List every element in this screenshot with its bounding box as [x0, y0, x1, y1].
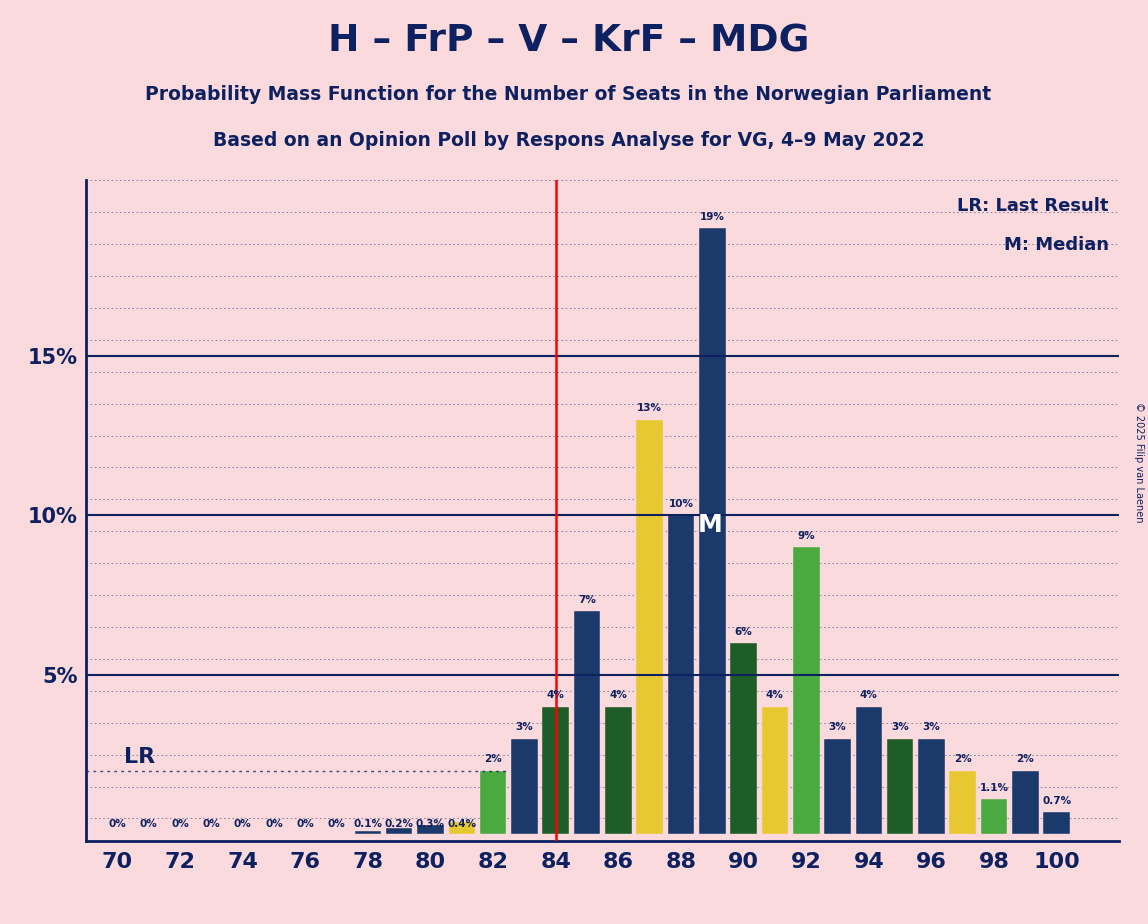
Text: 3%: 3% [923, 723, 940, 733]
Text: 0.7%: 0.7% [1042, 796, 1071, 806]
Text: Based on an Opinion Poll by Respons Analyse for VG, 4–9 May 2022: Based on an Opinion Poll by Respons Anal… [212, 131, 924, 151]
Bar [886, 738, 914, 834]
Text: 0.1%: 0.1% [354, 819, 382, 829]
Bar [543, 707, 569, 834]
Text: 0%: 0% [140, 819, 157, 829]
Bar [449, 821, 475, 834]
Bar [793, 547, 820, 834]
Bar [605, 707, 631, 834]
Text: Probability Mass Function for the Number of Seats in the Norwegian Parliament: Probability Mass Function for the Number… [145, 85, 992, 104]
Text: 4%: 4% [610, 690, 627, 700]
Text: 4%: 4% [546, 690, 565, 700]
Text: 7%: 7% [579, 595, 596, 604]
Bar [355, 832, 381, 834]
Text: M: M [698, 513, 723, 537]
Text: 2%: 2% [1016, 754, 1034, 764]
Text: 4%: 4% [860, 690, 878, 700]
Text: 2%: 2% [954, 754, 971, 764]
Bar [1044, 812, 1070, 834]
Text: 3%: 3% [891, 723, 909, 733]
Text: LR: LR [124, 748, 155, 768]
Text: H – FrP – V – KrF – MDG: H – FrP – V – KrF – MDG [327, 23, 809, 59]
Bar [1013, 771, 1039, 834]
Bar [511, 738, 537, 834]
Text: 0%: 0% [296, 819, 315, 829]
Bar [824, 738, 851, 834]
Bar [730, 643, 757, 834]
Text: 0%: 0% [265, 819, 282, 829]
Text: 3%: 3% [829, 723, 846, 733]
Text: 0.2%: 0.2% [385, 819, 413, 829]
Bar [668, 516, 695, 834]
Text: 4%: 4% [766, 690, 784, 700]
Bar [480, 771, 506, 834]
Text: 0%: 0% [109, 819, 126, 829]
Text: © 2025 Filip van Laenen: © 2025 Filip van Laenen [1134, 402, 1143, 522]
Text: 10%: 10% [668, 499, 693, 509]
Bar [636, 419, 662, 834]
Text: 2%: 2% [484, 754, 502, 764]
Bar [980, 799, 1007, 834]
Text: 0%: 0% [202, 819, 220, 829]
Text: 9%: 9% [798, 530, 815, 541]
Bar [855, 707, 882, 834]
Bar [386, 828, 412, 834]
Text: 6%: 6% [735, 626, 752, 637]
Text: LR: Last Result: LR: Last Result [957, 197, 1109, 214]
Text: 0%: 0% [327, 819, 346, 829]
Text: 0.4%: 0.4% [448, 819, 476, 829]
Text: 0%: 0% [171, 819, 189, 829]
Bar [574, 611, 600, 834]
Text: 0.3%: 0.3% [416, 819, 445, 829]
Text: 3%: 3% [515, 723, 534, 733]
Text: 0%: 0% [234, 819, 251, 829]
Bar [699, 228, 726, 834]
Text: 1.1%: 1.1% [979, 783, 1009, 793]
Text: 13%: 13% [637, 403, 662, 413]
Bar [949, 771, 976, 834]
Text: M: Median: M: Median [1004, 237, 1109, 254]
Text: 19%: 19% [700, 212, 724, 222]
Bar [761, 707, 789, 834]
Bar [918, 738, 945, 834]
Bar [417, 825, 444, 834]
